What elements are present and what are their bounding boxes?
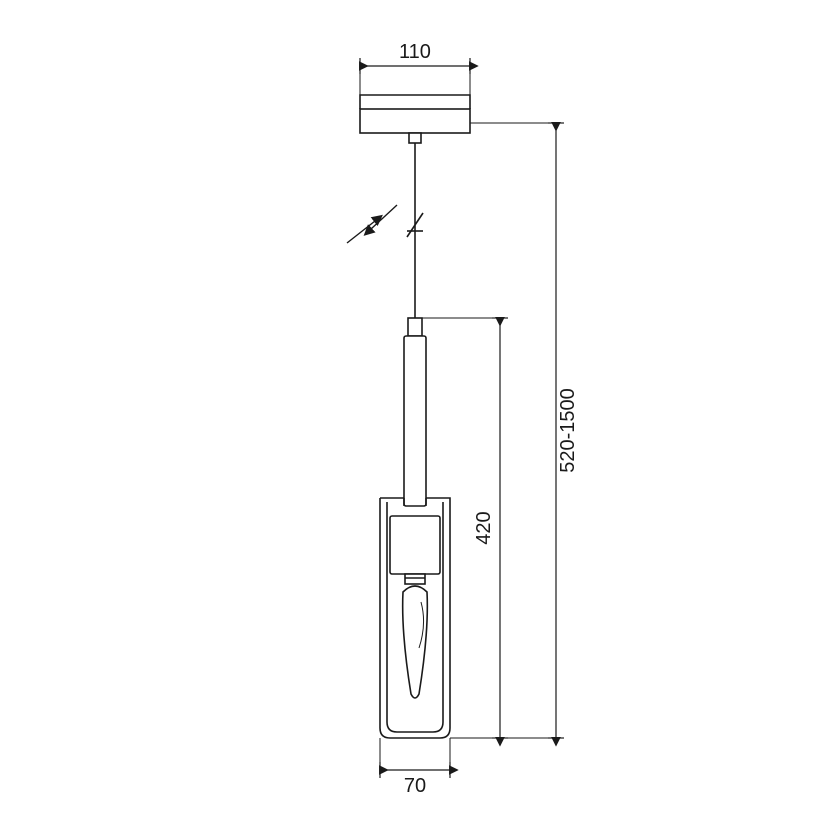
dim-lamp-height: 420	[473, 511, 495, 544]
dim-shade-width: 70	[404, 775, 426, 797]
dim-canopy-width: 110	[399, 41, 431, 63]
dim-total-height: 520-1500	[557, 388, 579, 473]
